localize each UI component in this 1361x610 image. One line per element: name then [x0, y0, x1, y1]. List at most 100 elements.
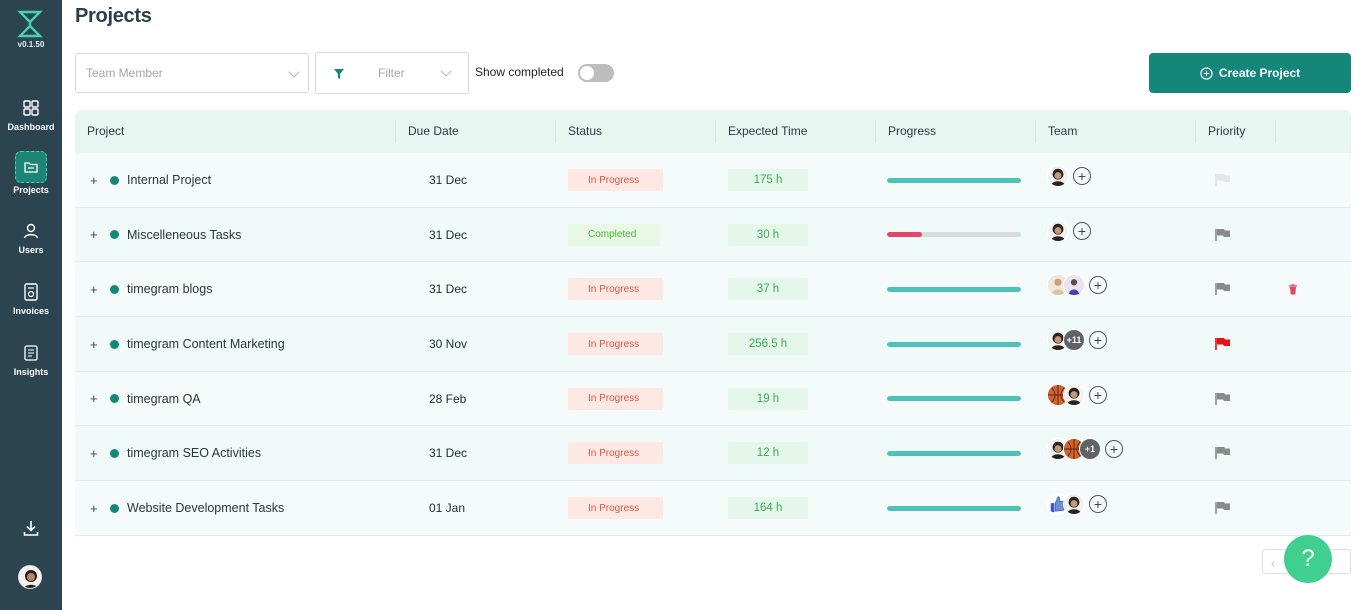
add-member-icon[interactable]: +	[1089, 385, 1107, 404]
expand-row-icon[interactable]: +	[90, 336, 98, 352]
add-member-icon[interactable]: +	[1073, 167, 1091, 185]
table-row[interactable]: + timegram QA 28 Feb In Progress 19 h +	[75, 371, 1351, 427]
sidebar-item-users[interactable]: Users	[0, 221, 62, 255]
team-member-select[interactable]: Team Member	[75, 53, 309, 93]
project-name[interactable]: timegram SEO Activities	[127, 446, 262, 461]
status-badge: In Progress	[568, 387, 663, 410]
expand-row-icon[interactable]: +	[90, 445, 98, 461]
expand-row-icon[interactable]: +	[90, 281, 98, 297]
column-header-expected-time[interactable]: Expected Time	[728, 124, 808, 138]
member-avatar[interactable]	[1063, 383, 1085, 406]
show-completed-toggle[interactable]	[578, 64, 614, 82]
sidebar-item-label: Dashboard	[7, 122, 55, 132]
table-header: Project Due Date Status Expected Time Pr…	[75, 110, 1351, 153]
projects-table: Project Due Date Status Expected Time Pr…	[75, 110, 1351, 536]
priority-flag-icon[interactable]	[1215, 392, 1231, 406]
progress-bar	[887, 232, 1021, 238]
member-avatar[interactable]	[1047, 165, 1069, 187]
column-divider	[1195, 120, 1196, 143]
help-button[interactable]: ?	[1284, 535, 1332, 583]
column-header-team[interactable]: Team	[1048, 124, 1078, 138]
sidebar-item-invoices[interactable]: Invoices	[0, 282, 62, 316]
app-logo-icon[interactable]	[17, 10, 43, 38]
table-row[interactable]: + timegram blogs 31 Dec In Progress 37 h +	[75, 262, 1351, 318]
user-avatar[interactable]	[18, 565, 42, 589]
table-body: + Internal Project 31 Dec In Progress 175 h +…	[75, 153, 1351, 536]
column-divider	[715, 120, 716, 143]
active-indicator	[15, 151, 47, 183]
priority-flag-icon[interactable]	[1215, 228, 1231, 242]
project-name[interactable]: timegram QA	[127, 391, 201, 406]
download-icon[interactable]	[21, 518, 41, 538]
filter-label: Filter	[378, 66, 405, 80]
project-color-dot	[110, 339, 119, 349]
due-date: 31 Dec	[429, 282, 468, 297]
sidebar-item-label: Projects	[13, 185, 49, 195]
sidebar-item-projects[interactable]: Projects	[0, 151, 62, 195]
add-member-icon[interactable]: +	[1105, 440, 1123, 459]
priority-flag-icon[interactable]	[1215, 282, 1231, 296]
expand-row-icon[interactable]: +	[90, 500, 98, 516]
chevron-down-icon	[288, 66, 300, 78]
project-name[interactable]: Internal Project	[127, 173, 212, 187]
filter-icon	[334, 69, 344, 79]
more-members-badge[interactable]: +11	[1063, 329, 1085, 352]
more-members-badge[interactable]: +1	[1079, 438, 1101, 461]
expected-time: 19 h	[728, 387, 808, 410]
sidebar-item-insights[interactable]: Insights	[0, 343, 62, 377]
expected-time: 164 h	[728, 497, 808, 520]
add-member-icon[interactable]: +	[1073, 221, 1091, 240]
table-row[interactable]: + timegram SEO Activities 31 Dec In Progres…	[75, 426, 1351, 482]
column-header-project[interactable]: Project	[87, 124, 125, 138]
project-name[interactable]: timegram Content Marketing	[127, 337, 285, 352]
member-avatar[interactable]	[1047, 219, 1069, 242]
sidebar-item-label: Insights	[13, 367, 49, 377]
expand-row-icon[interactable]: +	[90, 391, 98, 407]
priority-flag-icon[interactable]	[1215, 446, 1231, 460]
filter-select[interactable]: Filter	[315, 52, 469, 94]
priority-flag-icon[interactable]	[1215, 337, 1231, 351]
priority-flag-icon[interactable]	[1215, 173, 1231, 187]
status-badge: In Progress	[568, 169, 663, 191]
column-header-due-date[interactable]: Due Date	[408, 124, 459, 138]
status-badge: In Progress	[568, 497, 663, 520]
project-name[interactable]: Miscelleneous Tasks	[127, 227, 242, 242]
expand-row-icon[interactable]: +	[90, 172, 98, 188]
table-row[interactable]: + Miscelleneous Tasks 31 Dec Completed 30 h +	[75, 207, 1351, 263]
sidebar-item-dashboard[interactable]: Dashboard	[0, 98, 62, 132]
add-member-icon[interactable]: +	[1089, 495, 1107, 514]
delete-icon[interactable]	[1288, 284, 1298, 295]
expected-time: 30 h	[728, 223, 808, 246]
progress-bar	[887, 396, 1021, 402]
report-icon	[24, 345, 38, 361]
status-badge: In Progress	[568, 442, 663, 465]
member-avatar[interactable]	[1063, 274, 1085, 297]
progress-fill	[887, 177, 1021, 183]
project-name[interactable]: Website Development Tasks	[127, 501, 285, 516]
progress-bar	[887, 341, 1021, 347]
grid-icon	[23, 100, 39, 116]
due-date: 30 Nov	[429, 337, 468, 352]
progress-fill	[887, 505, 1021, 511]
column-header-priority[interactable]: Priority	[1208, 124, 1246, 138]
due-date: 31 Dec	[429, 446, 468, 461]
add-member-icon[interactable]: +	[1089, 276, 1107, 295]
chevron-left-icon[interactable]: ‹	[1271, 556, 1275, 570]
progress-fill	[887, 232, 922, 238]
app-version: v0.1.50	[17, 40, 45, 49]
create-project-button[interactable]: Create Project	[1149, 53, 1351, 93]
member-avatar[interactable]	[1063, 493, 1085, 516]
column-header-status[interactable]: Status	[568, 124, 603, 138]
table-row[interactable]: + Internal Project 31 Dec In Progress 175 h +	[75, 153, 1351, 208]
due-date: 28 Feb	[429, 391, 467, 406]
add-member-icon[interactable]: +	[1089, 331, 1107, 350]
priority-flag-icon[interactable]	[1215, 501, 1231, 515]
table-row[interactable]: + Website Development Tasks 01 Jan In Progr…	[75, 481, 1351, 536]
project-name[interactable]: timegram blogs	[127, 282, 213, 297]
project-color-dot	[110, 230, 119, 240]
table-row[interactable]: + timegram Content Marketing 30 Nov In Prog…	[75, 317, 1351, 372]
progress-fill	[887, 396, 1021, 402]
expand-row-icon[interactable]: +	[90, 227, 98, 243]
column-header-progress[interactable]: Progress	[888, 124, 937, 138]
column-divider	[1275, 120, 1276, 143]
